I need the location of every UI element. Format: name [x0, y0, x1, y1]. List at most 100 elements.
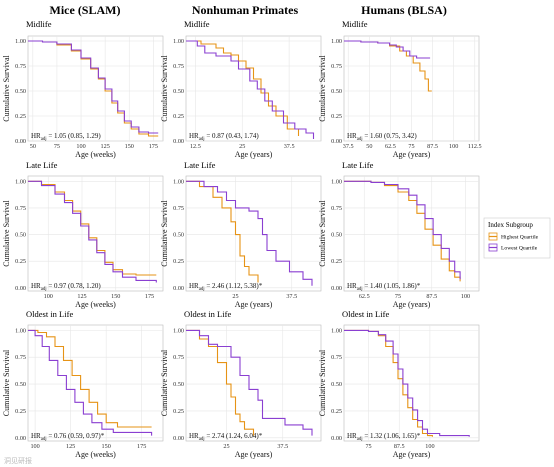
- panel-2-0-plot-area: [27, 324, 164, 442]
- panel-1-0-xtick-label: 150: [111, 293, 120, 300]
- panel-1-0: Late Life 0.00 0.25 0.50 0.75 1.00 100 125 150 17…: [2, 160, 164, 309]
- panel-1-2-series-lowest: [344, 180, 461, 280]
- panel-1-1-ytick-label: 0.00: [173, 285, 184, 292]
- panel-1-0-ytick-label: 0.25: [15, 258, 26, 265]
- panel-1-2-ytick-label: 0.75: [331, 205, 342, 212]
- panel-2-2-series-highest: [344, 329, 433, 437]
- panel-0-1-ytick-label: 0.25: [173, 113, 184, 120]
- panel-2-0-ytick-label: 1.00: [15, 327, 26, 334]
- panel-0-2-xtick-label: 75: [408, 143, 414, 150]
- panel-2-1: Oldest in Life 0.00 0.25 0.50 0.75 1.00 25 37.5…: [160, 309, 322, 459]
- panel-0-1-row-title: Midlife: [184, 19, 210, 29]
- panel-0-1-xtick-label: 37.5: [284, 143, 295, 150]
- panel-2-0-ytick-label: 0.25: [15, 408, 26, 415]
- panel-2-0-xtick-label: 175: [137, 443, 146, 450]
- panel-2-1-ytick-label: 0.75: [173, 354, 184, 361]
- panel-0-1-plot-area: [185, 35, 322, 142]
- panel-2-2-xtick-label: 87.5: [394, 443, 405, 450]
- panel-1-0-y-axis-label: Cumulative Survival: [2, 200, 11, 267]
- panel-0-1-xtick-label: 25: [239, 143, 245, 150]
- panel-0-2-ytick-label: 1.00: [331, 38, 342, 45]
- panel-2-2-ytick-label: 0.75: [331, 354, 342, 361]
- panel-0-2-row-title: Midlife: [342, 19, 368, 29]
- panel-1-0-hr-annotation: HRadj = 0.97 (0.78, 1.20): [31, 282, 101, 292]
- panel-2-2-row-title: Oldest in Life: [342, 309, 389, 319]
- panel-1-2-row-title: Late Life: [342, 160, 374, 170]
- panel-2-2-plot-area: [343, 324, 480, 442]
- panel-0-0-xtick-label: 150: [125, 143, 134, 150]
- panel-2-1-xtick-label: 37.5: [277, 443, 288, 450]
- panel-1-2-x-axis-label: Age (years): [393, 300, 431, 309]
- panel-0-2-xtick-label: 87.5: [427, 143, 438, 150]
- panel-0-0-row-title: Midlife: [26, 19, 52, 29]
- panel-0-0-xtick-label: 125: [101, 143, 110, 150]
- panel-1-2: Late Life 0.00 0.25 0.50 0.75 1.00 62.5 75 87.5 1…: [318, 160, 480, 309]
- panel-0-1-ytick-label: 0.75: [173, 63, 184, 70]
- panel-2-2-xtick-label: 75: [365, 443, 371, 450]
- panel-0-2-xtick-label: 112.5: [468, 143, 482, 150]
- legend-label-highest: Highest Quartile: [501, 235, 539, 241]
- panel-2-1-x-axis-label: Age (years): [235, 450, 273, 459]
- panel-1-0-series-lowest: [28, 180, 157, 283]
- panel-0-2-ytick-label: 0.75: [331, 63, 342, 70]
- panel-2-2: Oldest in Life 0.00 0.25 0.50 0.75 1.00 75 87.5…: [318, 309, 480, 459]
- panel-0-1-x-axis-label: Age (years): [235, 150, 273, 159]
- watermark-text: 洞见研报: [4, 456, 32, 465]
- legend-title: Index Subgroup: [488, 221, 533, 229]
- panel-0-0-ytick-label: 0.50: [15, 88, 26, 95]
- panel-2-2-xtick-label: 100: [425, 443, 434, 450]
- panel-0-2-xtick-label: 37.5: [343, 143, 354, 150]
- panel-2-1-ytick-label: 1.00: [173, 327, 184, 334]
- panel-0-2: Midlife 0.00 0.25 0.50 0.75 1.00 37.5 50 62.5 75 8…: [318, 19, 482, 159]
- panel-0-0-ytick-label: 0.25: [15, 113, 26, 120]
- panel-2-1-hr-annotation: HRadj = 2.74 (1.24, 6.04)*: [189, 432, 263, 442]
- panel-1-2-ytick-label: 1.00: [331, 178, 342, 185]
- panel-2-0: Oldest in Life 0.00 0.25 0.50 0.75 1.00 100 125…: [2, 309, 164, 459]
- panel-1-0-ytick-label: 0.00: [15, 285, 26, 292]
- panel-0-2-ytick-label: 0.00: [331, 138, 342, 145]
- panel-1-2-hr-annotation: HRadj = 1.40 (1.05, 1.86)*: [347, 282, 421, 292]
- panel-0-1-ytick-label: 1.00: [173, 38, 184, 45]
- panel-1-1: Late Life 0.00 0.25 0.50 0.75 1.00 25 37.5 Age (…: [160, 160, 322, 309]
- panel-2-0-ytick-label: 0.75: [15, 354, 26, 361]
- panel-0-0-y-axis-label: Cumulative Survival: [2, 55, 11, 122]
- panel-2-1-ytick-label: 0.50: [173, 381, 184, 388]
- panel-1-2-ytick-label: 0.00: [331, 285, 342, 292]
- panel-1-1-ytick-label: 1.00: [173, 178, 184, 185]
- panel-grid: Midlife 0.00 0.25 0.50 0.75 1.00 50 75 100 125 150…: [2, 19, 482, 459]
- panel-2-0-y-axis-label: Cumulative Survival: [2, 349, 11, 416]
- panel-2-1-xtick-label: 25: [223, 443, 229, 450]
- panel-0-1: Midlife 0.00 0.25 0.50 0.75 1.00 12.5 25 37.5 Age…: [160, 19, 322, 159]
- panel-1-0-ytick-label: 0.75: [15, 205, 26, 212]
- panel-1-0-ytick-label: 0.50: [15, 232, 26, 239]
- panel-2-2-y-axis-label: Cumulative Survival: [318, 349, 327, 416]
- panel-2-2-ytick-label: 0.50: [331, 381, 342, 388]
- panel-0-2-ytick-label: 0.50: [331, 88, 342, 95]
- panel-2-2-x-axis-label: Age (years): [393, 450, 431, 459]
- panel-1-1-series-lowest: [186, 180, 313, 286]
- panel-1-1-plot-area: [185, 175, 322, 292]
- panel-0-1-ytick-label: 0.50: [173, 88, 184, 95]
- panel-1-0-plot-area: [27, 175, 164, 292]
- panel-2-2-ytick-label: 0.25: [331, 408, 342, 415]
- panel-0-0-hr-annotation: HRadj = 1.05 (0.85, 1.29): [31, 132, 101, 142]
- panel-1-1-y-axis-label: Cumulative Survival: [160, 200, 169, 267]
- panel-2-0-xtick-label: 100: [30, 443, 39, 450]
- panel-2-0-series-lowest: [28, 329, 153, 436]
- panel-2-2-ytick-label: 0.00: [331, 435, 342, 442]
- panel-0-0-ytick-label: 0.00: [15, 138, 26, 145]
- panel-2-1-plot-area: [185, 324, 322, 442]
- panel-1-0-xtick-label: 125: [77, 293, 86, 300]
- panel-1-1-hr-annotation: HRadj = 2.46 (1.12, 5.38)*: [189, 282, 263, 292]
- panel-0-2-hr-annotation: HRadj = 1.60 (0.75, 3.42): [347, 132, 417, 142]
- panel-2-0-x-axis-label: Age (weeks): [75, 450, 116, 459]
- panel-1-2-ytick-label: 0.25: [331, 258, 342, 265]
- panel-2-1-ytick-label: 0.25: [173, 408, 184, 415]
- panel-1-0-ytick-label: 1.00: [15, 178, 26, 185]
- legend-box: [483, 217, 551, 259]
- panel-1-0-x-axis-label: Age (weeks): [75, 300, 116, 309]
- panel-0-0-series-lowest: [28, 40, 159, 134]
- panel-0-0-plot-area: [27, 35, 164, 142]
- panel-0-2-series-lowest: [344, 40, 431, 59]
